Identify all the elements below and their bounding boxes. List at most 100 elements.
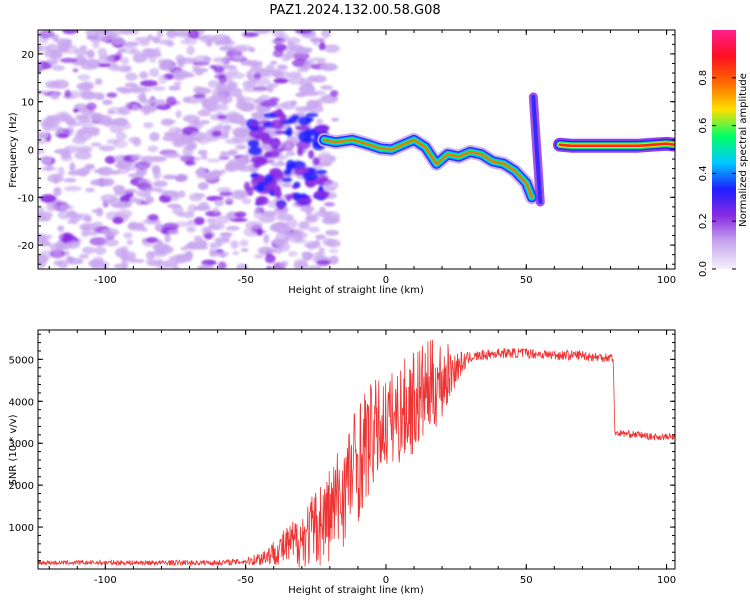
- noise-blob: [294, 125, 311, 131]
- noise-blob: [48, 242, 63, 251]
- noise-blob: [296, 48, 312, 54]
- noise-blob: [207, 79, 220, 88]
- noise-blob: [81, 246, 96, 255]
- noise-blob: [187, 204, 197, 213]
- spec-xtick-label: -100: [94, 275, 117, 286]
- noise-blob: [123, 188, 138, 194]
- noise-blob: [253, 97, 266, 104]
- noise-blob: [72, 136, 87, 145]
- noise-blob: [254, 156, 268, 166]
- noise-blob: [159, 194, 172, 203]
- noise-blob: [132, 258, 145, 263]
- noise-blob: [287, 250, 298, 257]
- noise-blob: [222, 151, 238, 156]
- noise-blob: [175, 109, 182, 119]
- noise-blob: [184, 35, 191, 42]
- noise-blob: [67, 219, 75, 224]
- noise-blob: [216, 187, 232, 193]
- noise-blob: [77, 119, 95, 127]
- noise-blob: [284, 151, 296, 157]
- noise-blob: [46, 43, 59, 53]
- noise-blob: [174, 30, 191, 38]
- noise-blob: [172, 138, 188, 146]
- noise-blob: [197, 149, 208, 155]
- noise-blob: [327, 155, 337, 163]
- noise-blob: [77, 74, 91, 81]
- noise-blob: [38, 211, 53, 219]
- noise-blob: [58, 232, 75, 243]
- noise-blob: [235, 100, 249, 110]
- noise-blob: [247, 139, 260, 148]
- noise-blob: [197, 265, 205, 269]
- noise-blob: [158, 74, 168, 84]
- noise-blob: [230, 240, 239, 250]
- noise-blob: [58, 204, 74, 210]
- colorbar-tick-label: 0.2: [698, 213, 709, 229]
- noise-blob: [232, 45, 248, 53]
- spec-xtick-label: -50: [237, 275, 253, 286]
- noise-blob: [122, 45, 137, 54]
- noise-blob: [121, 122, 132, 130]
- noise-blob: [177, 254, 193, 262]
- noise-blob: [194, 87, 212, 95]
- noise-blob: [43, 117, 61, 128]
- noise-blob: [73, 214, 83, 221]
- noise-blob: [175, 54, 185, 63]
- noise-blob: [280, 260, 289, 267]
- noise-blob: [325, 229, 340, 236]
- noise-blob: [329, 89, 339, 98]
- noise-blob: [220, 169, 227, 174]
- noise-blob: [284, 231, 294, 242]
- ridge-layer: [322, 138, 534, 199]
- noise-blob: [152, 36, 161, 44]
- noise-blob: [177, 190, 186, 199]
- noise-blob: [64, 89, 71, 98]
- noise-blob: [120, 252, 130, 262]
- ridge2-layer: [558, 142, 675, 147]
- noise-blob: [129, 30, 140, 36]
- noise-blob: [76, 145, 94, 153]
- noise-blob: [297, 197, 313, 203]
- noise-blob: [218, 74, 227, 85]
- spec-xtick-label: 100: [657, 275, 676, 286]
- snr-ytick-label: 2000: [9, 481, 34, 492]
- noise-blob: [91, 209, 103, 214]
- noise-blob: [139, 80, 158, 87]
- snr-ytick-label: 1000: [9, 523, 34, 534]
- noise-blob: [152, 169, 162, 180]
- noise-blob: [297, 66, 309, 73]
- colorbar-gradient: [712, 30, 736, 269]
- noise-blob: [117, 48, 126, 54]
- noise-blob: [187, 240, 199, 250]
- noise-blob: [219, 151, 226, 158]
- noise-blob: [96, 92, 105, 100]
- jump-streak-core: [531, 94, 543, 205]
- noise-blob: [253, 253, 265, 259]
- snr-ytick-label: 4000: [9, 397, 34, 408]
- noise-blob: [327, 215, 341, 221]
- noise-blob: [232, 250, 240, 256]
- noise-blob: [208, 95, 223, 104]
- noise-blob: [316, 118, 324, 125]
- noise-blob: [131, 153, 143, 162]
- noise-blob: [277, 202, 285, 211]
- noise-blob: [128, 136, 141, 144]
- noise-blob: [38, 216, 52, 222]
- noise-blob: [225, 138, 242, 145]
- noise-blob: [263, 234, 270, 244]
- snr-xtick-label: -100: [94, 575, 117, 586]
- noise-blob: [281, 183, 292, 188]
- noise-blob: [303, 129, 318, 137]
- noise-blob: [74, 150, 92, 160]
- noise-blob: [234, 211, 247, 218]
- noise-blob: [152, 85, 166, 92]
- noise-blob: [115, 132, 127, 141]
- noise-blob: [289, 71, 302, 78]
- noise-blob: [38, 90, 49, 95]
- noise-blob: [270, 60, 278, 65]
- noise-blob: [38, 148, 46, 155]
- spectrogram-xlabel: Height of straight line (km): [288, 285, 424, 296]
- noise-blob: [296, 147, 304, 157]
- noise-blob: [307, 226, 320, 233]
